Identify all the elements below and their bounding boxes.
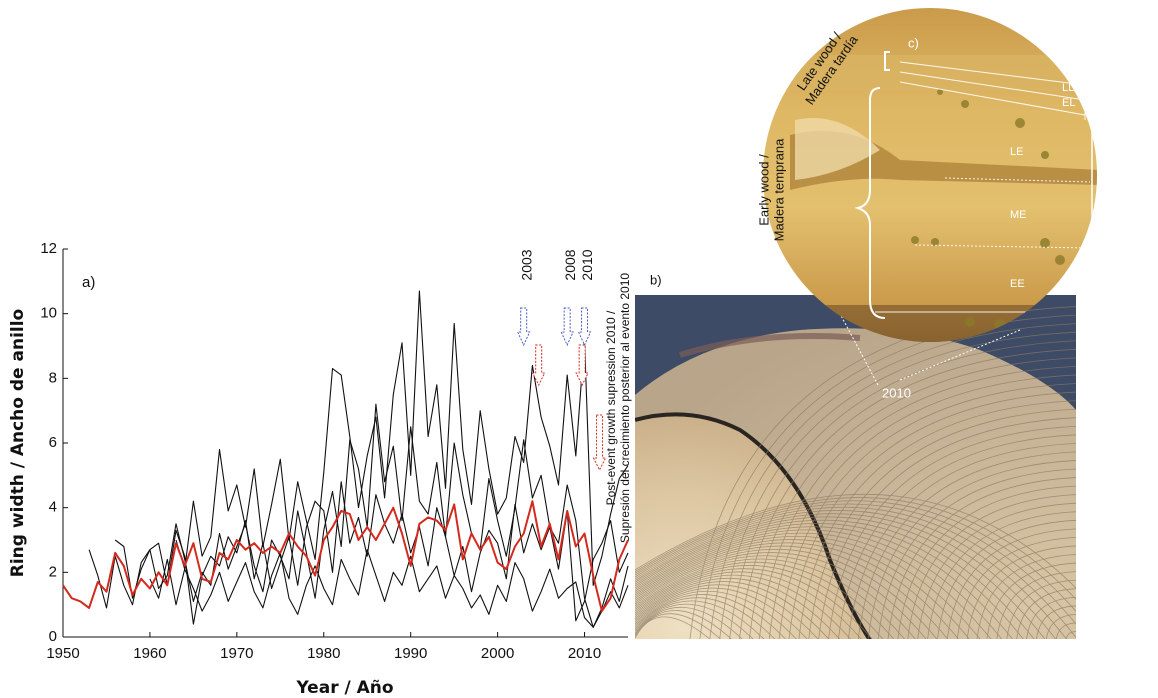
y-tick-label: 0 (49, 628, 57, 645)
event-year-label: 2003 (518, 249, 534, 280)
x-tick-label: 2010 (568, 645, 601, 662)
x-tick-label: 1990 (394, 645, 427, 662)
series-line (89, 482, 628, 624)
y-tick-label: 6 (49, 434, 57, 451)
series-line (150, 550, 628, 628)
early-wood-label: Early wood / Madera temprana (756, 138, 786, 241)
y-tick-label: 10 (40, 305, 57, 322)
x-tick-label: 1980 (307, 645, 340, 662)
note-line: Supresión del crecimiento posterior al e… (618, 273, 632, 543)
note-line: Post-event growth supression 2010 / (604, 310, 618, 505)
panel-label: a) (82, 274, 95, 291)
event-arrow (579, 308, 591, 345)
note: Post-event growth supression 2010 / Supr… (604, 273, 632, 543)
zone-label: LL (1062, 82, 1074, 94)
y-tick-label: 4 (49, 499, 57, 516)
photo-b (635, 295, 1121, 640)
figure: b) 2010 c) LL EL LE ME EE Total ring wid… (0, 0, 1158, 698)
x-tick-label: 2000 (481, 645, 514, 662)
label-line: Ancho de anillo total (1116, 101, 1133, 249)
y-tick-label: 12 (40, 240, 57, 257)
zone-label: ME (1010, 209, 1027, 221)
zone-label: EE (1010, 278, 1025, 290)
chart: a) Year / Año Ring width / Ancho de anil… (8, 240, 632, 698)
y-tick-label: 8 (49, 369, 57, 386)
photo-c (760, 5, 1100, 345)
event-arrow (518, 308, 530, 345)
event-year-label: 2010 (579, 249, 595, 280)
y-tick-label: 2 (49, 563, 57, 580)
total-width-label: Total ring width / Ancho de anillo total (1099, 101, 1133, 249)
y-axis-title: Ring width / Ancho de anillo (8, 309, 28, 577)
zone-label: EL (1062, 97, 1075, 109)
zone-label: LE (1010, 146, 1023, 158)
x-tick-label: 1970 (220, 645, 253, 662)
event-year-label: 2008 (562, 249, 578, 280)
series-line (176, 291, 628, 585)
panel-label: c) (908, 35, 919, 50)
label-line: Madera temprana (771, 138, 786, 241)
x-tick-label: 1950 (46, 645, 79, 662)
panel-label: b) (650, 272, 662, 287)
series-line (63, 501, 628, 611)
x-tick-label: 1960 (133, 645, 166, 662)
label-line: Early wood / (756, 154, 771, 226)
year-label: 2010 (882, 385, 911, 400)
event-arrow (561, 308, 573, 345)
label-line: Total ring width / (1099, 115, 1116, 235)
x-axis-title: Year / Año (295, 678, 393, 698)
